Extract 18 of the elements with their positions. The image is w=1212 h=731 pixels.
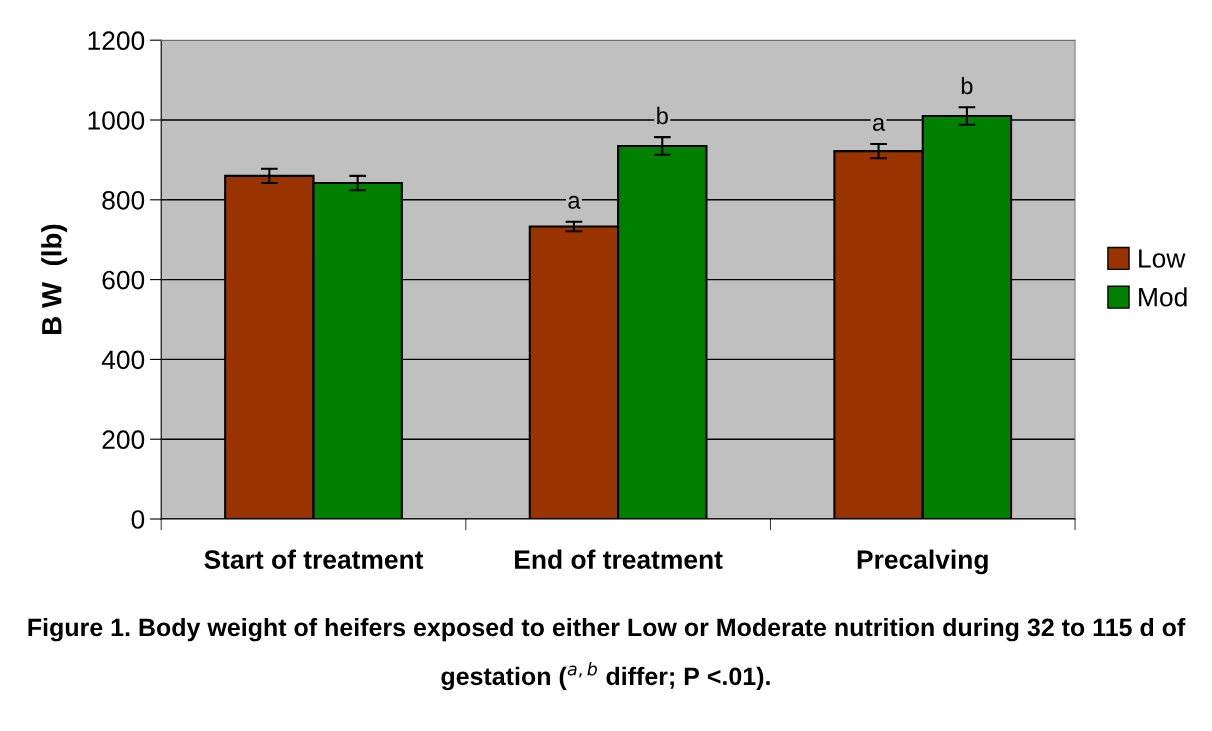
x-tick-label: Precalving [857,549,988,575]
annotation: a [873,118,886,131]
legend-label: Low [1139,249,1186,268]
y-tick-label: 200 [102,430,145,450]
annotation: b [657,106,668,125]
y-tick-label: 1000 [88,111,145,130]
caption: Figure 1. Body weight of heifers exposed to either Low or Moderate nutrition during 32 to 115 d of gestation ($^{a,b}$ differ; P <.01). [28,617,1186,691]
x-tick-label: End of treatment [515,549,723,569]
y-tick-label: 0 [131,510,145,529]
legend-label: Mod [1139,287,1187,307]
y-tick-label: 1200 [88,31,145,51]
y-tick-label: 400 [101,350,145,370]
annotation: b [961,76,973,95]
annotation: a [568,195,581,209]
y-axis-title: B W (lb) [41,224,68,335]
x-tick-label: Start of treatment [204,549,424,569]
y-tick-label: 600 [102,270,145,290]
y-tick-label: 800 [102,190,145,210]
